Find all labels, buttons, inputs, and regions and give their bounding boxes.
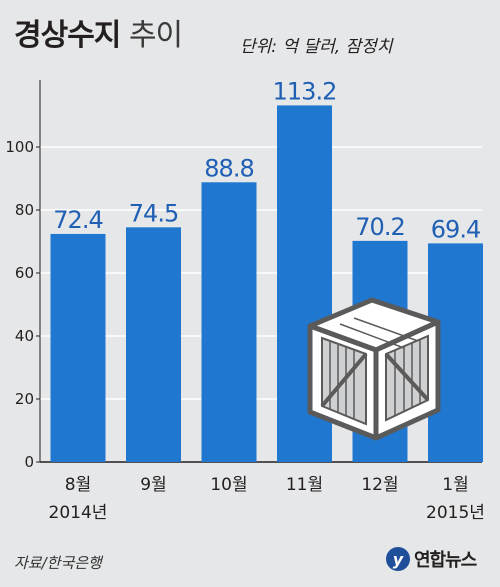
wooden-crate-icon [307, 297, 441, 441]
y-tick-label: 40 [15, 327, 34, 345]
x-tick-label-month: 1월 [442, 475, 468, 495]
y-tick-label: 80 [15, 201, 34, 219]
yonhap-logo-mark: y [386, 547, 410, 571]
y-tick-label: 60 [15, 264, 34, 282]
y-tick-label: 0 [24, 453, 34, 471]
bar-value-label: 70.2 [355, 213, 404, 241]
x-tick-label-month: 11월 [286, 475, 323, 495]
bar-value-label: 74.5 [129, 199, 178, 227]
bar-value-label: 113.2 [273, 77, 337, 105]
y-tick-label: 20 [15, 390, 34, 408]
label-layer: 72.4 8월 2014년 74.5 9월 88.8 10월 113.2 11월 70.2 12월 6… [49, 77, 485, 523]
x-tick-label-year: 2015년 [426, 503, 485, 523]
x-tick-label-month: 10월 [210, 475, 247, 495]
yonhap-logo-text: 연합뉴스 [414, 550, 477, 571]
title-light: 추이 [128, 18, 183, 53]
bar [126, 227, 181, 462]
axis-layer: 0 20 40 60 80 100 [5, 80, 482, 471]
bar [201, 182, 257, 462]
x-tick-label-month: 8월 [65, 475, 91, 495]
unit-note: 단위: 억 달러, 잠정치 [240, 37, 393, 57]
bar-value-label: 88.8 [204, 154, 253, 182]
bar-value-label: 72.4 [53, 206, 102, 234]
x-tick-label-year: 2014년 [49, 503, 108, 523]
bar-value-label: 69.4 [431, 215, 480, 243]
yonhap-logo: y 연합뉴스 [386, 546, 477, 572]
y-tick-label: 100 [5, 138, 34, 156]
source-note: 자료/한국은행 [14, 554, 102, 572]
x-tick-label-month: 9월 [140, 475, 166, 495]
chart-title: 경상수지 추이 [14, 10, 183, 54]
x-tick-label-month: 12월 [361, 475, 398, 495]
bar [50, 233, 106, 462]
title-bold: 경상수지 [14, 18, 121, 53]
